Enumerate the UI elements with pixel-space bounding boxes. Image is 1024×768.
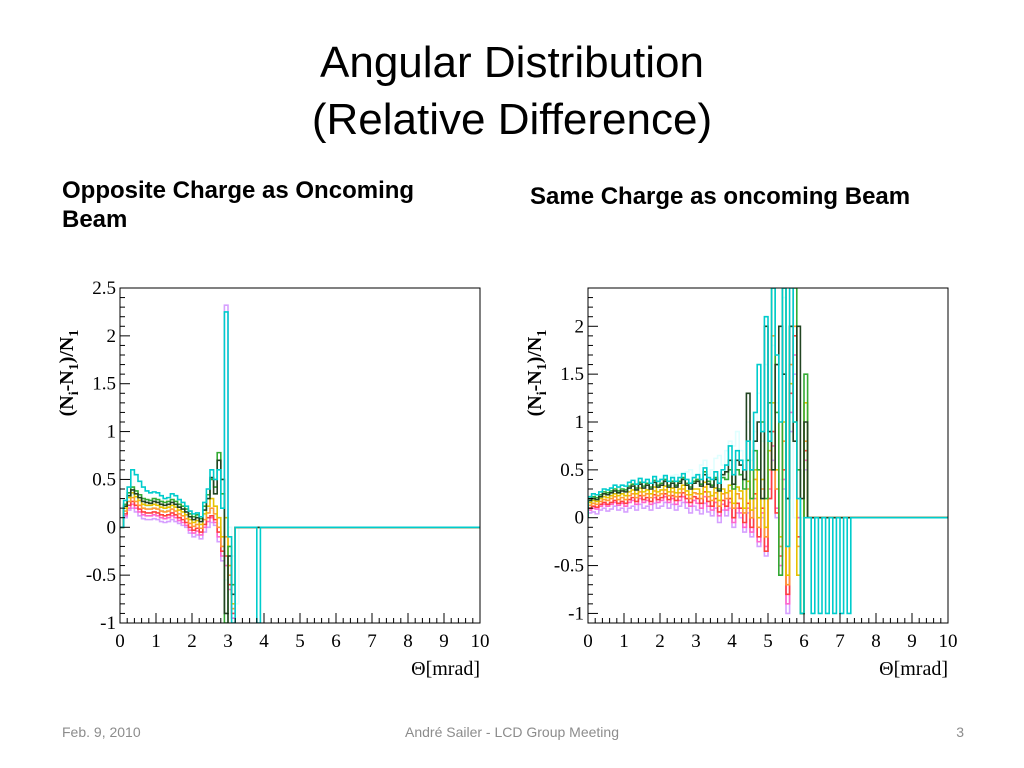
x-tick-label: 3 xyxy=(691,631,701,652)
x-tick-label: 6 xyxy=(331,631,341,652)
x-tick-label: 6 xyxy=(799,631,809,652)
chart-opposite-charge: 0 1 2 3 4 5 6 7 8 9 10 2.5 2 1.5 1 0.5 0 -0.5 -1 (Ni-N1)/N1… xyxy=(56,278,490,680)
y-tick-label: -0.5 xyxy=(554,556,584,577)
x-tick-label: 0 xyxy=(115,631,125,652)
series-group xyxy=(588,288,948,615)
x-axis-label: Θ[mrad] xyxy=(411,658,480,680)
chart-same-charge: 0 1 2 3 4 5 6 7 8 9 10 2 1.5 1 0.5 0 -0.5 -1 (Ni-N1)/N1 Θ[m… xyxy=(524,287,958,680)
series-line xyxy=(588,288,948,615)
y-tick-label: 2 xyxy=(107,326,117,347)
y-tick-label: -0.5 xyxy=(86,565,116,586)
y-tick-label: 1.5 xyxy=(560,364,584,385)
y-tick-label: 2 xyxy=(575,316,585,337)
y-tick-label: 0.5 xyxy=(92,469,116,490)
subhead-opposite-charge: Opposite Charge as Oncoming Beam xyxy=(62,177,415,233)
y-tick-label: 0.5 xyxy=(560,460,584,481)
x-tick-label: 8 xyxy=(403,631,413,652)
x-tick-label: 5 xyxy=(295,631,305,652)
x-tick-label: 0 xyxy=(583,631,593,652)
x-axis: 0 1 2 3 4 5 6 7 8 9 10 xyxy=(583,613,958,652)
footer-presenter: André Sailer - LCD Group Meeting xyxy=(405,724,619,740)
title-line-1: Angular Distribution xyxy=(320,38,704,87)
x-tick-label: 4 xyxy=(727,631,737,652)
y-tick-label: 1.5 xyxy=(92,374,116,395)
y-tick-label: 1 xyxy=(575,412,585,433)
x-tick-label: 3 xyxy=(223,631,233,652)
x-tick-label: 1 xyxy=(619,631,629,652)
series-line xyxy=(120,311,480,623)
x-axis-label: Θ[mrad] xyxy=(879,658,948,680)
x-tick-label: 10 xyxy=(939,631,958,652)
series-group xyxy=(120,304,480,623)
y-tick-label: 0 xyxy=(575,508,585,529)
y-tick-label: 0 xyxy=(107,517,117,538)
y-axis-label: (Ni-N1)/N1 xyxy=(524,330,550,417)
y-tick-label: 2.5 xyxy=(92,278,116,299)
footer-date: Feb. 9, 2010 xyxy=(62,724,141,740)
x-tick-label: 1 xyxy=(151,631,161,652)
x-tick-label: 5 xyxy=(763,631,773,652)
y-tick-label: -1 xyxy=(568,603,584,624)
x-tick-label: 4 xyxy=(259,631,269,652)
y-axis-label: (Ni-N1)/N1 xyxy=(56,330,82,417)
x-tick-label: 2 xyxy=(187,631,197,652)
x-tick-label: 10 xyxy=(471,631,490,652)
x-axis: 0 1 2 3 4 5 6 7 8 9 10 xyxy=(115,613,490,652)
y-tick-label: -1 xyxy=(100,613,116,634)
x-tick-label: 8 xyxy=(871,631,881,652)
x-tick-label: 9 xyxy=(907,631,917,652)
x-tick-label: 7 xyxy=(367,631,377,652)
y-axis: 2 1.5 1 0.5 0 -0.5 -1 xyxy=(554,287,598,624)
subhead-same-charge: Same Charge as oncoming Beam xyxy=(530,183,911,210)
plot-area xyxy=(120,288,480,623)
x-tick-label: 2 xyxy=(655,631,665,652)
footer-page-number: 3 xyxy=(956,724,964,740)
y-tick-label: 1 xyxy=(107,422,117,443)
x-tick-label: 7 xyxy=(835,631,845,652)
y-axis: 2.5 2 1.5 1 0.5 0 -0.5 -1 xyxy=(86,278,130,634)
slide-title: Angular Distribution (Relative Differenc… xyxy=(0,34,1024,148)
title-line-2: (Relative Difference) xyxy=(311,95,713,144)
x-tick-label: 9 xyxy=(439,631,449,652)
